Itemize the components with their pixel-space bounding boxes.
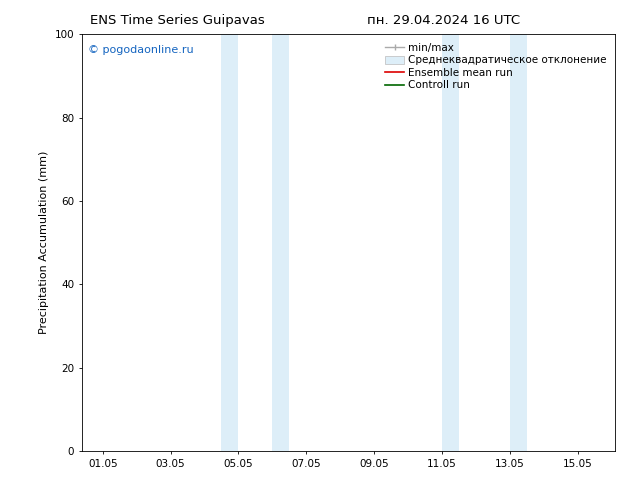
Text: ENS Time Series Guipavas: ENS Time Series Guipavas [90, 14, 265, 27]
Bar [273, 34, 289, 451]
Bar [510, 34, 527, 451]
Text: пн. 29.04.2024 16 UTC: пн. 29.04.2024 16 UTC [367, 14, 521, 27]
Legend: min/max, Среднеквадратическое отклонение, Ensemble mean run, Controll run: min/max, Среднеквадратическое отклонение… [382, 40, 610, 94]
Bar [221, 34, 238, 451]
Text: © pogodaonline.ru: © pogodaonline.ru [87, 45, 193, 55]
Bar [442, 34, 459, 451]
Y-axis label: Precipitation Accumulation (mm): Precipitation Accumulation (mm) [39, 151, 49, 334]
